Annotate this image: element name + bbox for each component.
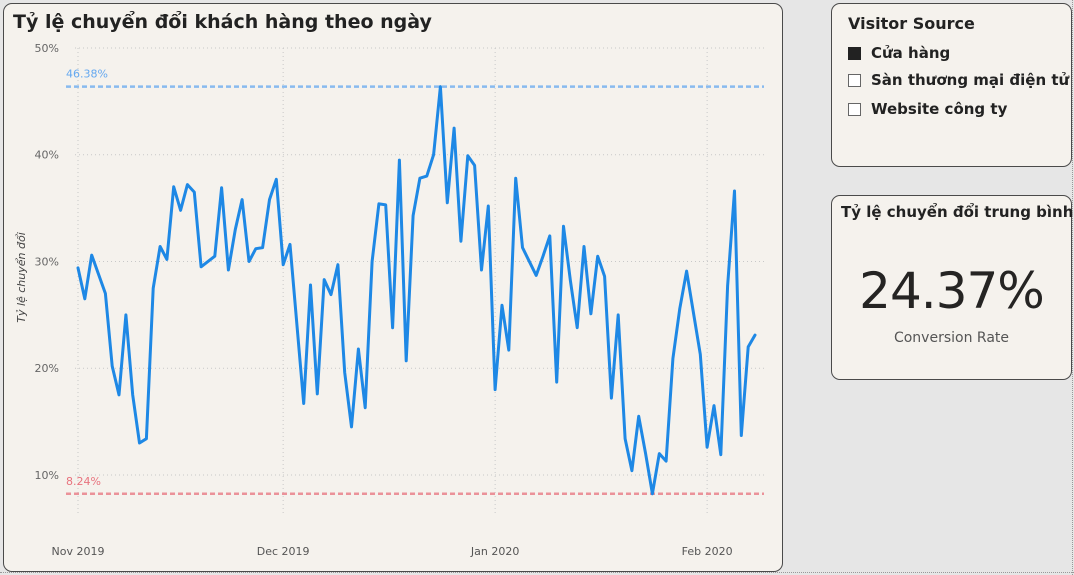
x-tick-label: Nov 2019 <box>52 545 105 558</box>
checkbox-icon[interactable] <box>848 102 861 116</box>
x-tick-label: Feb 2020 <box>682 545 733 558</box>
chart-title: Tỷ lệ chuyển đổi khách hàng theo ngày <box>13 11 432 33</box>
y-tick-label: 40% <box>35 149 59 162</box>
conversion-chart-card[interactable]: 10% 20% 30% 40% 50% Nov 2019 Dec 2019 Jan 2020 F… <box>3 3 783 572</box>
x-tick-label: Dec 2019 <box>257 545 310 558</box>
slicer-item-website[interactable]: Website công ty <box>848 100 1007 118</box>
page-right-border <box>1072 0 1073 575</box>
max-reference-label: 46.38% <box>66 68 108 81</box>
checkbox-icon[interactable] <box>848 73 861 87</box>
min-reference-label: 8.24% <box>66 475 101 488</box>
y-tick-label: 10% <box>35 469 59 482</box>
y-tick-label: 30% <box>35 255 59 268</box>
slicer-item-label: Website công ty <box>871 100 1008 118</box>
x-tick-label: Jan 2020 <box>470 545 519 558</box>
y-axis-label: Tỷ lệ chuyển đổi <box>15 232 28 323</box>
kpi-label: Conversion Rate <box>893 330 1010 346</box>
slicer-item-label: Sàn thương mại điện tử <box>871 71 1070 89</box>
kpi-title: Tỷ lệ chuyển đổi trung bình <box>841 203 1074 221</box>
kpi-card[interactable]: Tỷ lệ chuyển đổi trung bình 24.37% Conve… <box>831 195 1074 380</box>
y-tick-label: 50% <box>35 42 59 55</box>
slicer-item-san-tmdt[interactable]: Sàn thương mại điện tử <box>848 71 1069 89</box>
series-line <box>76 85 757 496</box>
visitor-source-slicer: Visitor Source Cửa hàng Sàn thương mại đ… <box>831 3 1072 167</box>
slicer-item-label: Cửa hàng <box>871 44 951 62</box>
kpi-value: 24.37% <box>859 262 1045 320</box>
slicer-item-cua-hang[interactable]: Cửa hàng <box>848 44 950 62</box>
conversion-line-chart[interactable]: 10% 20% 30% 40% 50% Nov 2019 Dec 2019 Jan 2020 F… <box>4 4 784 573</box>
slicer-title: Visitor Source <box>848 14 975 33</box>
checkbox-icon[interactable] <box>848 46 861 60</box>
y-tick-label: 20% <box>35 362 59 375</box>
page-bottom-border <box>0 572 1074 573</box>
